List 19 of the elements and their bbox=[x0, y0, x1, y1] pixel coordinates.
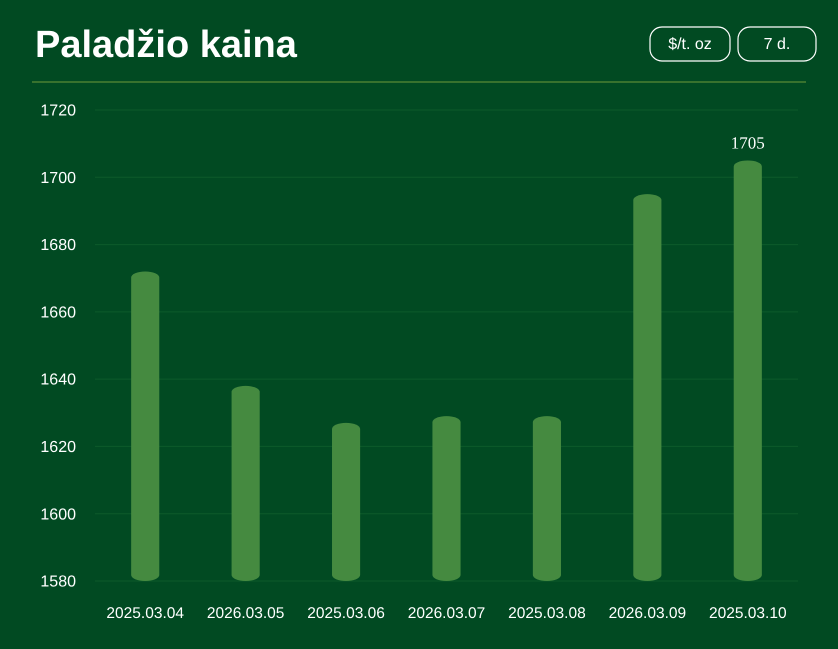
y-tick-label: 1660 bbox=[40, 304, 76, 322]
x-tick-label: 2026.03.09 bbox=[608, 605, 686, 622]
y-tick-label: 1580 bbox=[40, 574, 76, 591]
x-tick-label: 2026.03.05 bbox=[206, 605, 284, 622]
chart-title: Paladžio kaina bbox=[35, 24, 298, 66]
data-label: 1705 bbox=[730, 133, 765, 152]
text: 7 d. bbox=[764, 36, 790, 53]
x-tick-label: 2025.03.08 bbox=[508, 605, 586, 622]
y-tick-label: 1700 bbox=[40, 170, 76, 187]
text: $/t. oz bbox=[668, 36, 712, 53]
y-tick-label: 1640 bbox=[40, 372, 76, 389]
x-tick-label: 2025.03.10 bbox=[708, 605, 787, 622]
y-tick-label: 1720 bbox=[40, 102, 76, 120]
x-tick-label: 2025.03.04 bbox=[106, 605, 184, 622]
y-tick-label: 1680 bbox=[40, 237, 76, 254]
y-tick-label: 1620 bbox=[40, 439, 76, 456]
x-tick-label: 2025.03.06 bbox=[307, 605, 385, 622]
y-tick-label: 1600 bbox=[40, 506, 76, 524]
x-tick-label: 2026.03.07 bbox=[408, 605, 486, 622]
